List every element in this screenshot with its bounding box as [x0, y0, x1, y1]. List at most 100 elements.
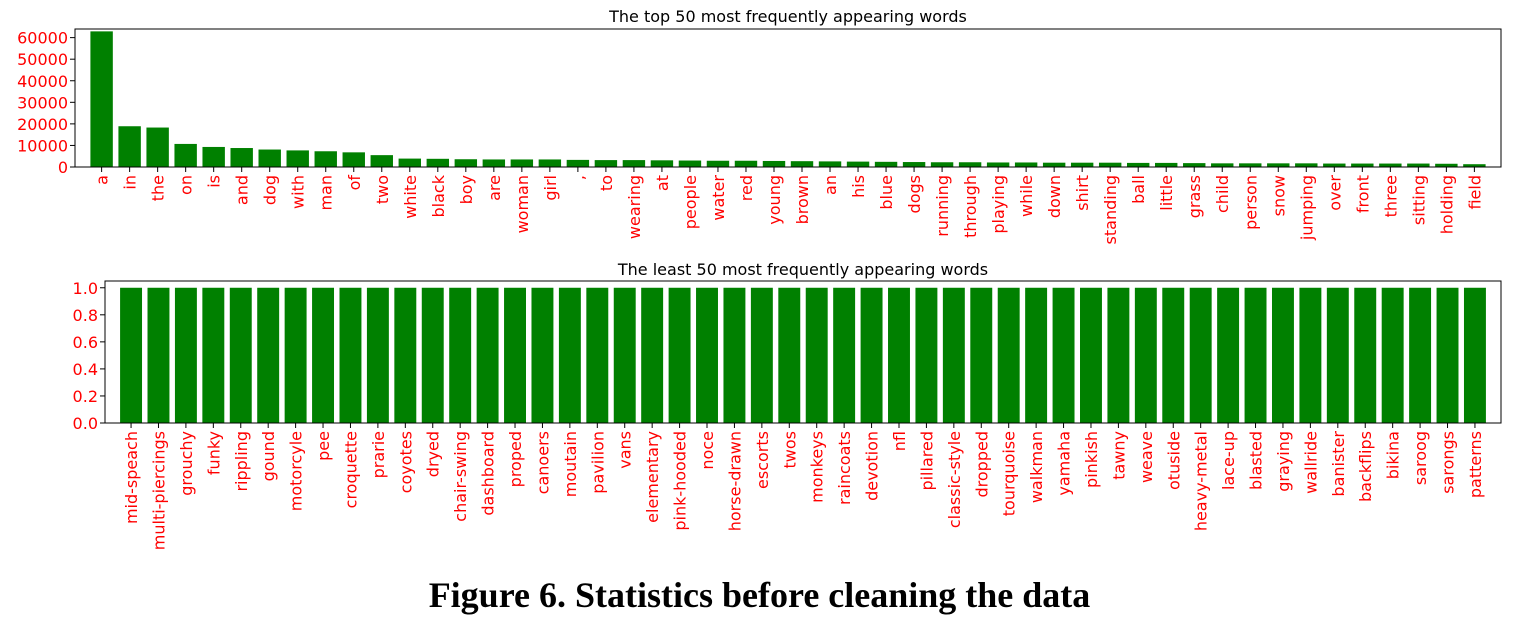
- chart-1-bar: [230, 148, 253, 167]
- chart-2-bar: [778, 287, 801, 423]
- chart-2-x-tick-label: moutain: [561, 431, 580, 497]
- chart-1-bar: [118, 126, 141, 167]
- chart-2-bar: [1299, 287, 1322, 423]
- chart-2-x-tick-label: mid-speach: [122, 431, 141, 524]
- chart-1-x-tick-label: person: [1241, 175, 1260, 230]
- chart-1-bar: [1042, 162, 1066, 167]
- chart-1-x-tick-label: through: [961, 175, 980, 238]
- chart-1-bar: [174, 143, 197, 167]
- chart-2-bar: [641, 287, 664, 423]
- chart-2-y-tick-label: 0.6: [73, 333, 98, 352]
- chart-2-x-tick-label: escorts: [753, 431, 772, 489]
- chart-2-bar: [531, 287, 554, 423]
- chart-1-x-tick-label: standing: [1101, 175, 1120, 244]
- chart-2-x-tick-label: proped: [506, 431, 525, 487]
- chart-1-x-tick-label: his: [849, 175, 868, 198]
- chart-2-bar: [476, 287, 499, 423]
- chart-1-x-tick-label: woman: [513, 175, 532, 233]
- chart-2-bar: [888, 287, 910, 423]
- chart-1-bar: [1407, 163, 1430, 167]
- chart-1-x-tick-label: two: [373, 175, 392, 204]
- chart-2-x-tick-label: chair-swing: [451, 431, 470, 522]
- chart-2-x-tick-label: walkman: [1027, 431, 1046, 503]
- chart-1-x-tick-label: down: [1045, 175, 1064, 218]
- chart-2-x-tick-label: elementary: [643, 431, 662, 523]
- chart-2-x-tick-label: pavilion: [588, 431, 607, 494]
- chart-2-bar: [284, 287, 307, 423]
- chart-1-bar: [538, 159, 562, 167]
- chart-1-x-tick-label: a: [93, 175, 112, 185]
- chart-1-bar: [258, 149, 281, 167]
- chart-1-x-tick-label: young: [765, 175, 784, 225]
- chart-2-x-tick-label: horse-drawn: [725, 431, 744, 531]
- chart-1-bar: [762, 160, 786, 167]
- chart-2-bar: [1052, 287, 1075, 423]
- chart-1-bar: [1183, 163, 1206, 167]
- chart-2-x-tick-label: motorcyle: [287, 431, 306, 511]
- chart-1-x-tick-label: is: [205, 175, 224, 188]
- chart-1-x-tick-label: brown: [793, 175, 812, 224]
- chart-1-x-tick-label: water: [709, 175, 728, 221]
- chart-2-x-tick-label: pee: [314, 431, 333, 461]
- chart-1-y-tick-label: 40000: [17, 72, 68, 91]
- chart-1-bar: [874, 161, 898, 167]
- chart-2-x-tick-label: nfl: [890, 431, 909, 451]
- chart-2-x-tick-label: prarie: [369, 431, 388, 478]
- chart-2-bar: [366, 287, 389, 423]
- chart-1-x-tick-label: holding: [1437, 175, 1456, 234]
- chart-1-bar: [1070, 162, 1094, 167]
- chart-1-x-tick-label: field: [1465, 175, 1484, 210]
- chart-2-bar: [1463, 287, 1486, 423]
- chart-2-bar: [202, 287, 225, 423]
- chart-2-x-tick-label: lace-up: [1219, 431, 1238, 490]
- chart-2-y-tick-label: 1.0: [73, 279, 98, 298]
- chart-1-bar: [1211, 163, 1234, 167]
- chart-2-y-tick-label: 0.0: [73, 414, 98, 433]
- chart-2-x-tick-label: funky: [204, 431, 223, 475]
- chart-1-x-tick-label: in: [121, 175, 140, 190]
- chart-2-bar: [1107, 287, 1130, 423]
- chart-1-x-tick-label: jumping: [1297, 175, 1316, 241]
- chart-1-bar: [1155, 162, 1178, 167]
- chart-1-x-tick-label: an: [821, 175, 840, 195]
- chart-1-x-tick-label: are: [485, 175, 504, 201]
- chart-2-bar: [120, 287, 143, 423]
- chart-2-x-tick-label: raincoats: [835, 431, 854, 505]
- chart-2-x-tick-label: wallride: [1301, 431, 1320, 494]
- chart-1-x-tick-label: people: [681, 175, 700, 229]
- chart-2-x-tick-label: dashboard: [479, 431, 498, 516]
- chart-1-y-tick-label: 0: [58, 158, 68, 177]
- chart-2-bar: [833, 287, 856, 423]
- chart-1-x-tick-label: snow: [1269, 175, 1288, 216]
- chart-2-x-tick-label: monkeys: [808, 431, 827, 503]
- chart-2-bar: [970, 287, 993, 423]
- chart-1-x-tick-label: man: [317, 175, 336, 211]
- chart-2-bar: [1080, 287, 1102, 423]
- chart-1-bar: [314, 151, 337, 167]
- chart-1-bar: [342, 152, 365, 167]
- chart-2-bar: [805, 287, 828, 423]
- chart-1-x-tick-label: running: [933, 175, 952, 237]
- chart-1-bar: [930, 162, 954, 167]
- chart-1-x-tick-label: grass: [1185, 175, 1204, 218]
- chart-1-bar: [986, 162, 1010, 167]
- chart-2-x-tick-label: banister: [1329, 431, 1348, 497]
- chart-1-y-tick-label: 60000: [17, 29, 68, 48]
- chart-2-bar: [668, 287, 691, 423]
- chart-1-bar: [1239, 163, 1262, 167]
- chart-1-x-tick-label: front: [1353, 175, 1372, 213]
- chart-2-bar: [1436, 287, 1459, 423]
- chart-2-x-tick-label: heavy-metal: [1192, 431, 1211, 531]
- chart-1-bar: [958, 162, 982, 167]
- chart-2-bar: [174, 287, 197, 423]
- chart-1-bar: [1126, 162, 1150, 167]
- chart-2-bar: [1025, 287, 1048, 423]
- chart-1-bar: [1014, 162, 1038, 167]
- chart-2-axes-frame: [104, 280, 1502, 424]
- chart-2-title: The least 50 most frequently appearing w…: [617, 260, 988, 279]
- chart-2-x-tick-label: otuside: [1164, 431, 1183, 490]
- chart-2-x-tick-label: pink-hooded: [671, 431, 690, 531]
- chart-2-bar: [723, 287, 746, 423]
- chart-1-bar: [1463, 164, 1486, 167]
